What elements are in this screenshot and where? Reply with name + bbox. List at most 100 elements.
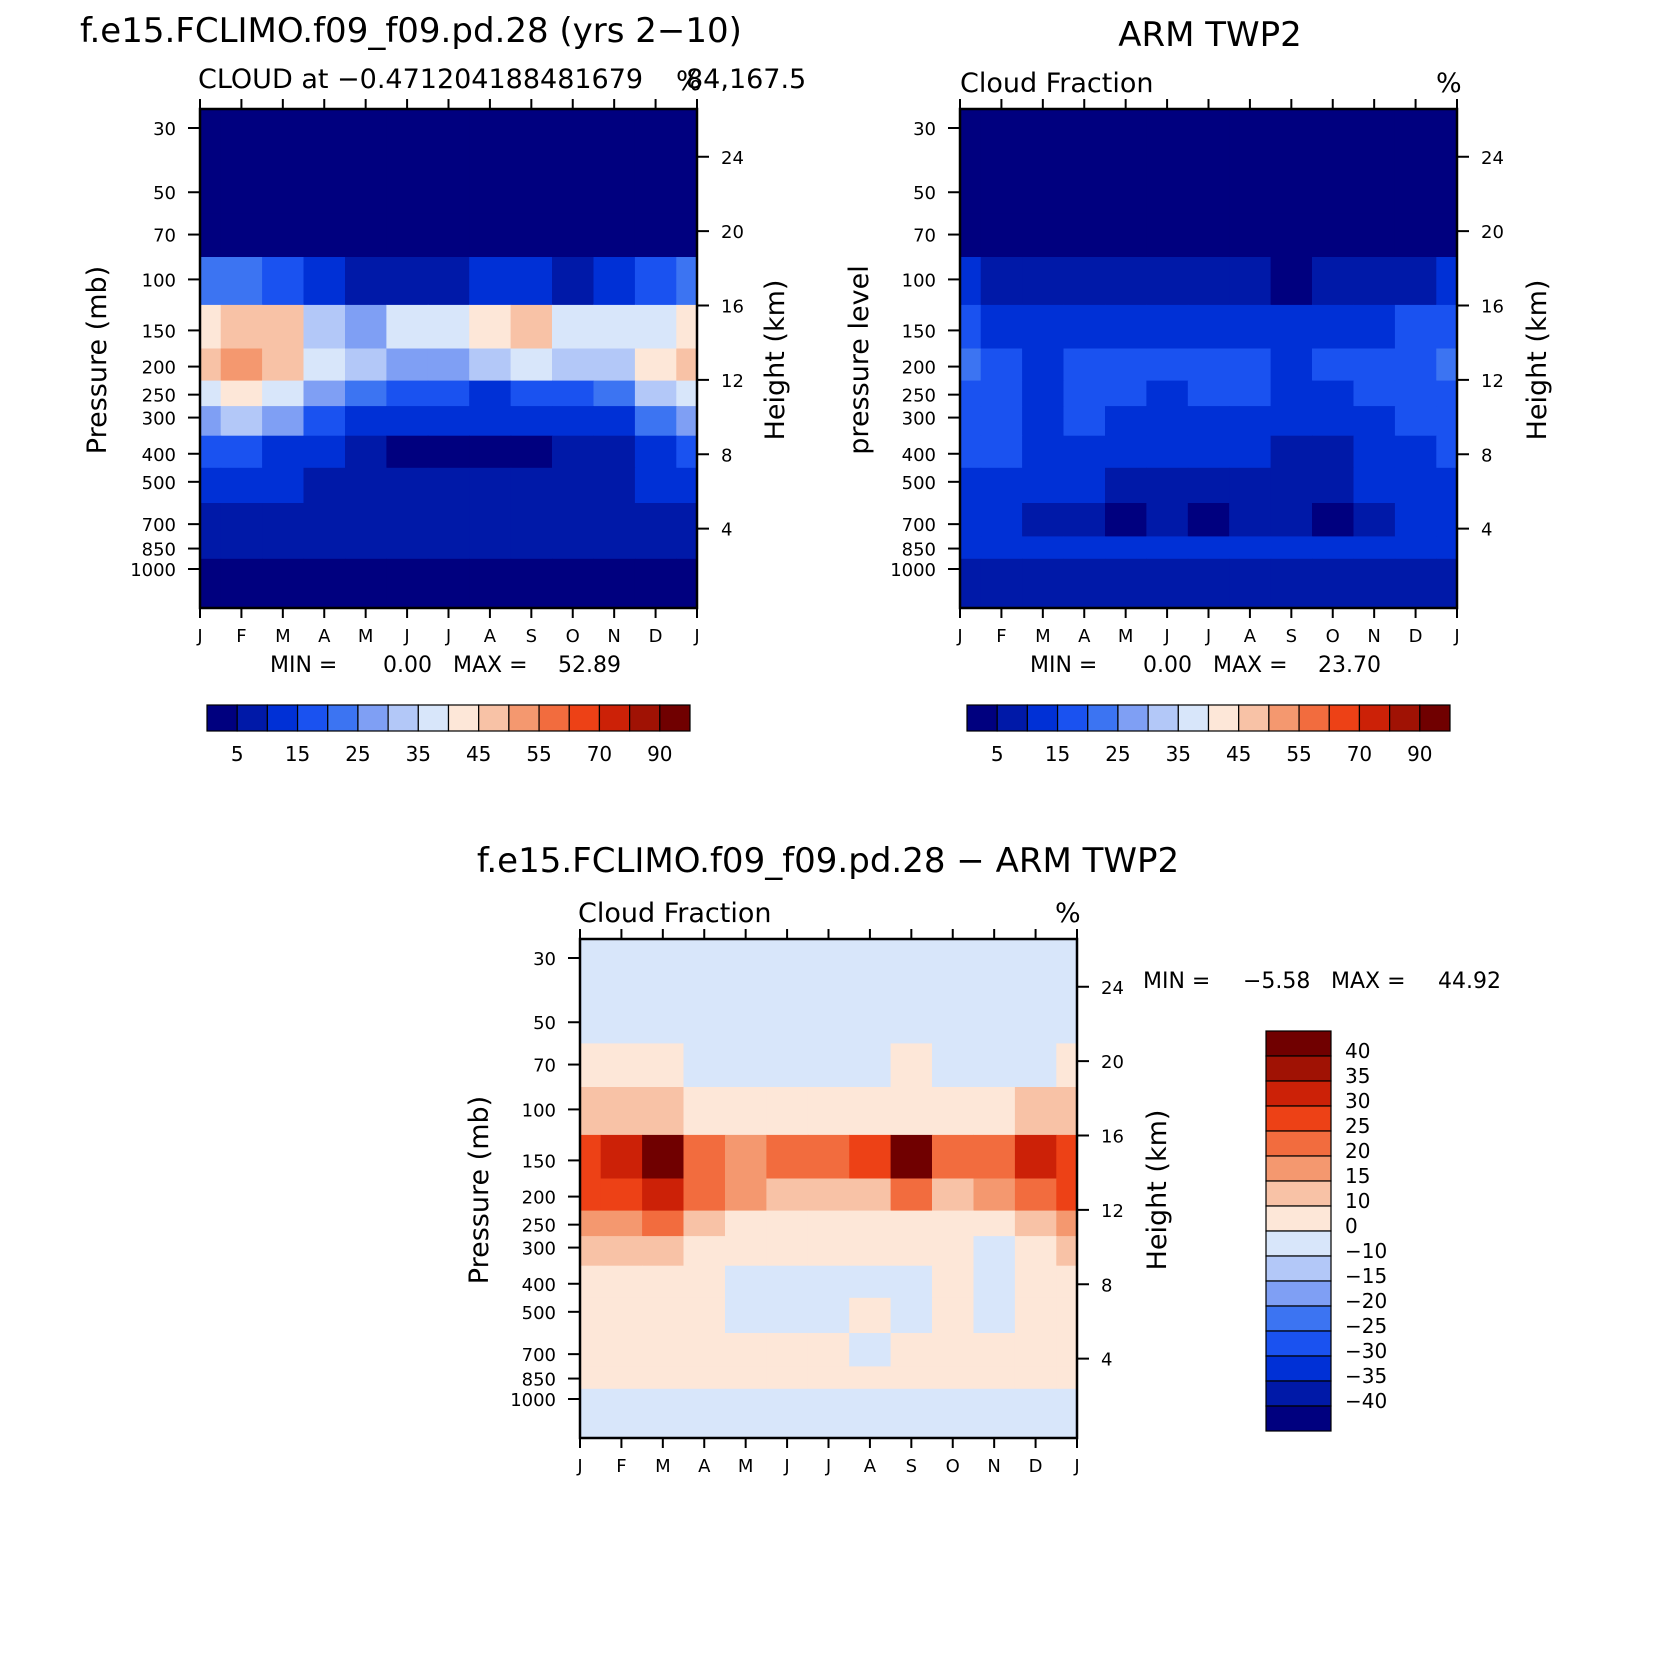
- heatmap-cell: [1394, 109, 1437, 161]
- heatmap-cell: [510, 109, 553, 161]
- heatmap-cell: [1436, 467, 1457, 504]
- heatmap-cell: [552, 304, 594, 350]
- heatmap-cell: [1353, 536, 1396, 560]
- heatmap-cell: [890, 1297, 933, 1334]
- heatmap-cell: [766, 1333, 809, 1367]
- heatmap-cell: [1056, 1134, 1077, 1180]
- heatmap-cell: [510, 558, 553, 608]
- heatmap-cell: [1229, 467, 1272, 504]
- colorbar-box: [1238, 704, 1270, 732]
- colorbar-box: [266, 704, 299, 732]
- heatmap-cell: [676, 213, 697, 258]
- x-tick-label: O: [566, 626, 580, 647]
- heatmap-cell: [807, 1134, 850, 1180]
- heatmap-cell: [973, 1366, 1016, 1390]
- heatmap-cell: [1229, 503, 1272, 537]
- y-tick-label-right: 4: [1481, 520, 1492, 541]
- heatmap-cell: [725, 1366, 767, 1390]
- heatmap-cell: [303, 406, 346, 437]
- heatmap-cell: [1187, 406, 1230, 437]
- heatmap-cell: [1312, 380, 1354, 407]
- heatmap-cell: [345, 435, 387, 469]
- heatmap-cell: [303, 503, 346, 537]
- heatmap-cell: [1436, 380, 1457, 407]
- colorbar-label: 10: [1345, 1189, 1370, 1213]
- heatmap-cell: [1146, 406, 1189, 437]
- heatmap-cell: [932, 1297, 974, 1334]
- colorbar-box: [417, 704, 450, 732]
- min-label: MIN =: [1030, 653, 1097, 678]
- colorbar-box: [1147, 704, 1179, 732]
- heatmap-cell: [642, 1087, 685, 1136]
- heatmap-cell: [766, 1178, 809, 1212]
- heatmap-cell: [220, 435, 263, 469]
- y-axis-label-right: Height (km): [1522, 280, 1553, 441]
- heatmap-cell: [683, 1265, 726, 1299]
- heatmap-cell: [725, 1134, 767, 1180]
- y-tick-label: 30: [533, 949, 556, 970]
- heatmap-cell: [683, 939, 726, 991]
- colorbar-box: [1265, 1355, 1332, 1382]
- heatmap-cell: [510, 304, 553, 350]
- heatmap-cell: [1022, 467, 1065, 504]
- heatmap-cell: [634, 304, 677, 350]
- y-axis-label-right: Height (km): [760, 280, 791, 441]
- heatmap-cell: [1312, 536, 1354, 560]
- heatmap-cell: [766, 1087, 809, 1136]
- heatmap-cell: [345, 380, 387, 407]
- heatmap-cell: [676, 435, 697, 469]
- colorbar-box: [1265, 1205, 1332, 1232]
- heatmap-cell: [1056, 1333, 1077, 1367]
- heatmap-cell: [1105, 406, 1147, 437]
- heatmap-cell: [1014, 1236, 1057, 1267]
- heatmap-cell: [580, 1388, 602, 1438]
- x-tick-label: F: [616, 1456, 626, 1477]
- y-tick-label: 850: [142, 540, 176, 561]
- colorbar-box: [568, 704, 601, 732]
- heatmap-cell: [683, 990, 726, 1044]
- heatmap-cell: [980, 406, 1023, 437]
- heatmap-cell: [1056, 1388, 1077, 1438]
- heatmap-cell: [1270, 406, 1313, 437]
- heatmap-cell: [1014, 939, 1057, 991]
- heatmap-cell: [676, 304, 697, 350]
- heatmap-cell: [973, 1388, 1016, 1438]
- heatmap-cell: [580, 1178, 602, 1212]
- heatmap-cell: [960, 406, 982, 437]
- colorbar-box: [1177, 704, 1210, 732]
- heatmap-cell: [1105, 304, 1147, 350]
- heatmap-cell: [1353, 435, 1396, 469]
- heatmap-cell: [469, 435, 512, 469]
- heatmap-cells: [580, 939, 1077, 1438]
- heatmap-cell: [960, 435, 982, 469]
- heatmap-cell: [1022, 558, 1065, 608]
- heatmap-cell: [200, 503, 222, 537]
- y-tick-label: 70: [153, 226, 176, 247]
- y-tick-label: 500: [142, 473, 176, 494]
- heatmap-cell: [960, 380, 982, 407]
- heatmap-cell: [1312, 160, 1354, 214]
- heatmap-cell: [345, 503, 387, 537]
- heatmap-cell: [552, 536, 594, 560]
- heatmap-cell: [600, 1134, 643, 1180]
- heatmap-cell: [386, 467, 429, 504]
- heatmap-cell: [676, 406, 697, 437]
- x-tick-label: A: [1078, 626, 1091, 647]
- heatmap-cell: [1022, 380, 1065, 407]
- heatmap-cell: [683, 1043, 726, 1088]
- colorbar-label: −40: [1345, 1389, 1387, 1413]
- heatmap-cell: [303, 257, 346, 306]
- heatmap-cell: [849, 1087, 892, 1136]
- heatmap-cell: [634, 109, 677, 161]
- heatmap-cell: [1063, 109, 1106, 161]
- colorbar-label: −10: [1345, 1239, 1387, 1263]
- heatmap-cell: [345, 536, 387, 560]
- heatmap-cell: [220, 536, 263, 560]
- heatmap-cell: [1187, 558, 1230, 608]
- heatmap-cell: [386, 213, 429, 258]
- colorbar-box: [1265, 1305, 1332, 1332]
- heatmap-cell: [1436, 503, 1457, 537]
